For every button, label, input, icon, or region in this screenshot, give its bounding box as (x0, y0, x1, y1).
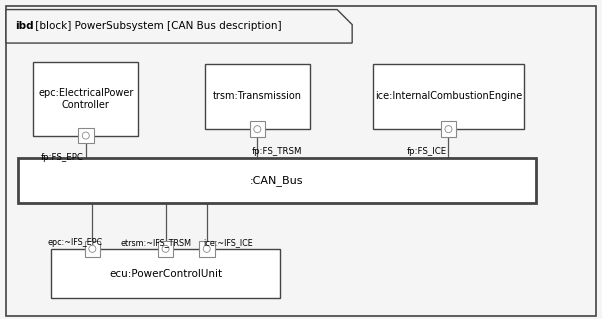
Bar (18, 158, 536, 203)
Text: [block] PowerSubsystem [CAN Bus description]: [block] PowerSubsystem [CAN Bus descript… (32, 21, 282, 32)
Bar (33, 62, 138, 136)
Bar (249, 121, 265, 137)
Text: etrsm:~IFS_TRSM: etrsm:~IFS_TRSM (120, 238, 191, 247)
Bar (373, 64, 524, 129)
Text: trsm:Transmission: trsm:Transmission (213, 92, 302, 101)
Text: ecu:PowerControlUnit: ecu:PowerControlUnit (109, 269, 222, 278)
Bar (51, 249, 280, 298)
Bar (199, 241, 214, 257)
Text: epc:ElectricalPower
Controller: epc:ElectricalPower Controller (38, 88, 134, 110)
Text: fp:FS_ICE: fp:FS_ICE (406, 147, 447, 156)
Bar (78, 128, 94, 144)
Bar (205, 64, 310, 129)
Text: fp:FS_TRSM: fp:FS_TRSM (252, 147, 302, 156)
Bar (158, 241, 173, 257)
Text: ibd: ibd (15, 21, 34, 32)
Bar (441, 121, 456, 137)
Text: epc:~IFS_EPC: epc:~IFS_EPC (47, 238, 102, 247)
Text: ice:InternalCombustionEngine: ice:InternalCombustionEngine (375, 92, 522, 101)
Polygon shape (6, 10, 352, 43)
Bar (84, 241, 100, 257)
Text: ice:~IFS_ICE: ice:~IFS_ICE (203, 238, 253, 247)
Text: :CAN_Bus: :CAN_Bus (250, 175, 303, 186)
Text: fp:FS_EPC: fp:FS_EPC (40, 153, 84, 162)
